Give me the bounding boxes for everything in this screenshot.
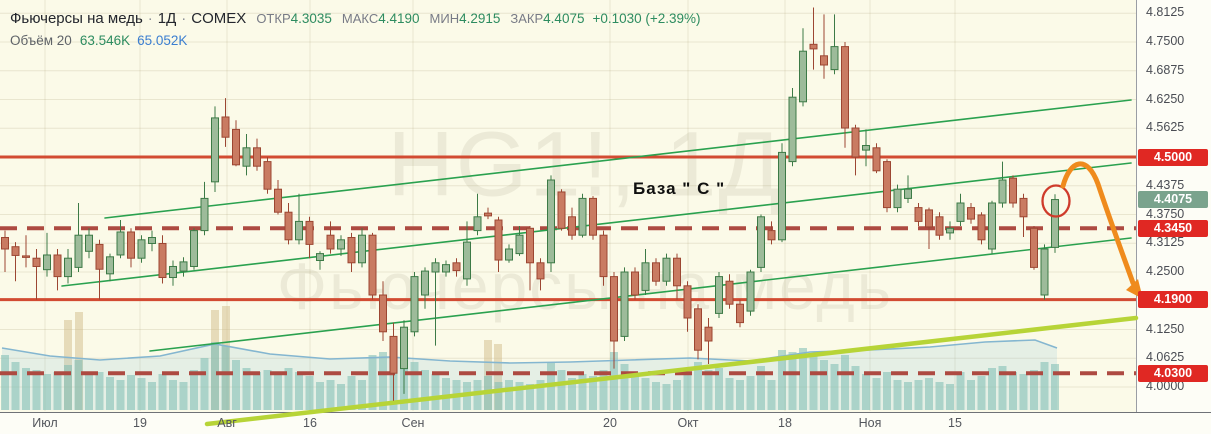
- price-tick-label: 4.6250: [1146, 91, 1185, 106]
- price-tick-label: 4.3125: [1146, 235, 1185, 250]
- forecast-arrow-drawing[interactable]: [1060, 161, 1143, 299]
- volume-label: Объём: [10, 33, 54, 48]
- close-value: 4.4075: [543, 11, 585, 26]
- time-tick-label: 15: [948, 416, 962, 430]
- time-tick-label: Ноя: [858, 416, 882, 430]
- price-tick-label: 4.5625: [1146, 120, 1185, 135]
- level-price-badge: 4.5000: [1138, 148, 1208, 166]
- time-tick-label: 18: [778, 416, 792, 430]
- level-price-badge: 4.0300: [1138, 364, 1208, 382]
- volume-value: 63.546K: [79, 33, 131, 48]
- volume-period: 20: [56, 33, 72, 48]
- time-tick-label: 16: [303, 416, 317, 430]
- price-tick-label: 4.3750: [1146, 206, 1185, 221]
- timeframe-label[interactable]: 1Д: [157, 10, 177, 27]
- horizontal-level-lines[interactable]: [0, 155, 1136, 376]
- low-label: МИН: [429, 11, 460, 26]
- high-label: МАКС: [341, 11, 379, 26]
- price-tick-label: 4.0000: [1146, 379, 1185, 393]
- price-tick-label: 4.8125: [1146, 5, 1185, 20]
- time-tick-label: Окт: [677, 416, 699, 430]
- legend-row-symbol: Фьючерсы на медь · 1Д · COMEX ОТКР4.3035 МАКС4…: [10, 8, 701, 30]
- highlight-circle-drawing[interactable]: [1041, 184, 1071, 218]
- price-tick-label: 4.1250: [1146, 321, 1185, 336]
- level-price-badge: 4.1900: [1138, 291, 1208, 309]
- time-tick-label: Авг: [217, 416, 237, 430]
- level-price-badge: 4.3450: [1138, 219, 1208, 237]
- time-tick-label: Июл: [32, 416, 58, 430]
- change-value: +0.1030 (+2.39%): [592, 11, 701, 26]
- time-tick-label: Сен: [401, 416, 425, 430]
- price-tick-label: 4.4375: [1146, 177, 1185, 192]
- time-tick-label: 19: [133, 416, 147, 430]
- volume-ma-value: 65.052K: [137, 33, 188, 48]
- separator-dot: ·: [147, 10, 153, 27]
- candlesticks: [1, 7, 1059, 401]
- base-c-annotation[interactable]: База " C ": [633, 179, 726, 198]
- close-label: ЗАКР: [510, 11, 544, 26]
- price-tick-label: 4.2500: [1146, 264, 1185, 278]
- symbol-title: Фьючерсы на медь: [10, 10, 143, 27]
- last-price-badge: 4.4075: [1138, 191, 1208, 209]
- separator-dot: ·: [181, 10, 187, 27]
- price-tick-label: 4.0625: [1146, 350, 1185, 365]
- legend-row-volume: Объём 20 63.546K 65.052K: [10, 30, 701, 52]
- time-axis-panel[interactable]: [0, 412, 1211, 434]
- chart-legend[interactable]: Фьючерсы на медь · 1Д · COMEX ОТКР4.3035 МАКС4…: [10, 8, 701, 52]
- price-tick-label: 4.7500: [1146, 34, 1185, 48]
- open-label: ОТКР: [256, 11, 291, 26]
- low-value: 4.2915: [459, 11, 501, 26]
- exchange-label: COMEX: [191, 10, 247, 27]
- price-axis-panel[interactable]: [1136, 0, 1211, 434]
- volume-ma-line: [1, 339, 1058, 364]
- open-value: 4.3035: [290, 11, 332, 26]
- time-tick-label: 20: [603, 416, 617, 430]
- price-tick-label: 4.6875: [1146, 62, 1185, 77]
- high-value: 4.4190: [378, 11, 420, 26]
